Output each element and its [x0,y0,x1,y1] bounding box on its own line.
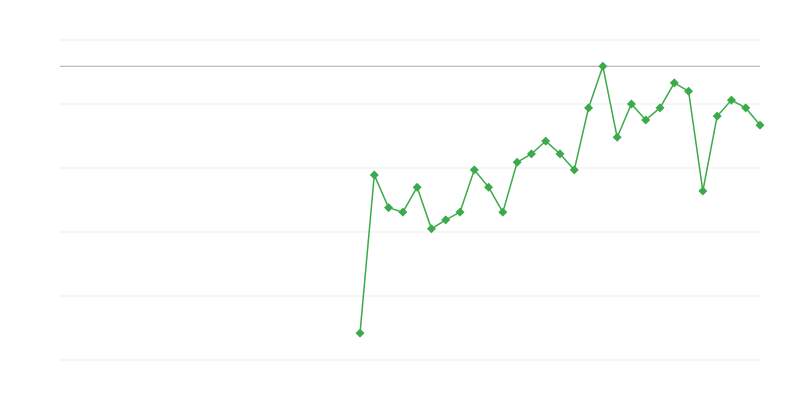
data-point [684,86,694,96]
data-point [484,182,494,192]
data-point [541,136,551,146]
data-point [398,207,408,217]
data-point [512,157,522,167]
series-line [359,63,761,334]
data-point [569,165,579,175]
data-point [455,207,465,217]
data-point [526,149,536,159]
data-point [612,132,622,142]
data-point [755,120,765,130]
data-point [655,103,665,113]
data-point [669,78,679,88]
data-point [598,61,608,71]
data-point [384,203,394,213]
data-point [555,149,565,159]
data-point [712,111,722,121]
data-point [726,95,736,105]
data-point [441,215,451,225]
data-point [498,207,508,217]
data-point [412,182,422,192]
data-point [698,186,708,196]
data-point [741,103,751,113]
data-point [584,103,594,113]
data-point [355,328,365,338]
data-point [641,115,651,125]
data-point [469,165,479,175]
data-point [426,224,436,234]
data-point [369,170,379,180]
data-point [626,99,636,109]
